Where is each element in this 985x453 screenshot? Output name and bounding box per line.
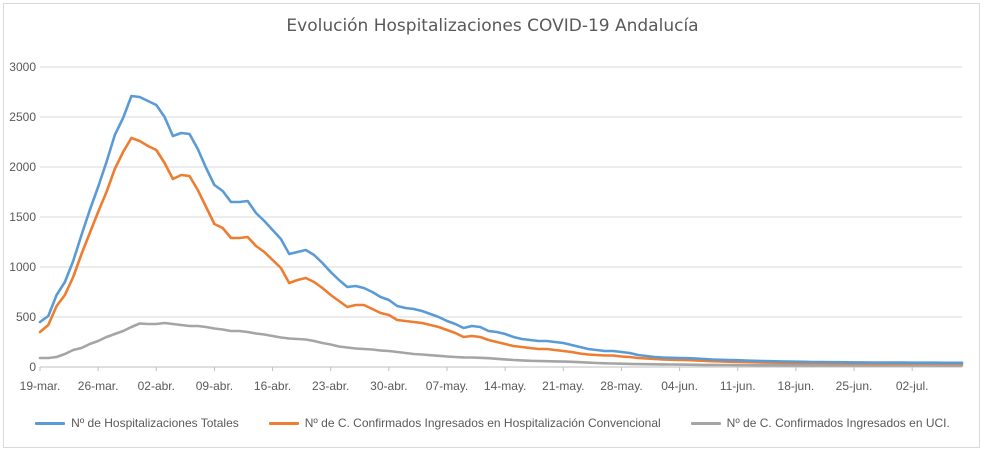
y-tick-label: 2000 (9, 160, 36, 174)
legend-item-totales: Nº de Hospitalizaciones Totales (35, 416, 239, 430)
y-tick-label: 0 (29, 360, 36, 374)
chart-area (3, 3, 980, 448)
x-tick-label: 07-may. (426, 379, 468, 393)
legend-label-convencional: Nº de C. Confirmados Ingresados en Hospi… (304, 416, 661, 430)
series-line-totales (38, 94, 964, 365)
y-tick-label: 500 (16, 310, 36, 324)
series-line-uci (38, 321, 964, 367)
x-tick-label: 11-jun. (720, 379, 756, 393)
x-tick-label: 02-abr. (138, 379, 175, 393)
x-tick-label: 23-abr. (312, 379, 349, 393)
chart-title: Evolución Hospitalizaciones COVID-19 And… (286, 16, 699, 36)
x-tick-label: 25-jun. (836, 379, 873, 393)
y-tick-label: 1000 (9, 260, 36, 274)
x-tick-label: 19-mar. (20, 379, 61, 393)
legend-swatch-totales (35, 421, 66, 425)
x-tick-label: 16-abr. (254, 379, 291, 393)
y-tick-label: 3000 (9, 60, 36, 74)
x-tick-label: 18-jun. (778, 379, 815, 393)
legend-item-uci: Nº de C. Confirmados Ingresados en UCI. (690, 416, 950, 430)
series-lines (38, 94, 964, 367)
legend: Nº de Hospitalizaciones Totales Nº de C.… (0, 414, 985, 432)
x-tick-label: 21-may. (542, 379, 584, 393)
x-tick-label: 09-abr. (196, 379, 233, 393)
series-line-convencional (38, 136, 964, 365)
y-tick-label: 1500 (9, 210, 36, 224)
legend-swatch-uci (690, 421, 721, 425)
x-tick-label: 28-may. (600, 379, 642, 393)
x-tick-label: 14-may. (484, 379, 526, 393)
x-tick-label: 02-jul. (896, 379, 929, 393)
legend-label-totales: Nº de Hospitalizaciones Totales (71, 416, 239, 430)
x-tick-label: 30-abr. (370, 379, 407, 393)
x-tick-label: 26-mar. (78, 379, 119, 393)
legend-swatch-convencional (268, 421, 299, 425)
x-axis-ticks: 19-mar. 26-mar. 02-abr. 09-abr. 16-abr. 23-ab… (20, 367, 929, 393)
legend-label-uci: Nº de C. Confirmados Ingresados en UCI. (726, 416, 950, 430)
legend-item-convencional: Nº de C. Confirmados Ingresados en Hospi… (268, 416, 661, 430)
gridlines (40, 66, 962, 368)
y-axis-ticks: 0 500 1000 1500 2000 2500 3000 (9, 60, 36, 374)
x-tick-label: 04-jun. (661, 379, 698, 393)
y-tick-label: 2500 (9, 110, 36, 124)
